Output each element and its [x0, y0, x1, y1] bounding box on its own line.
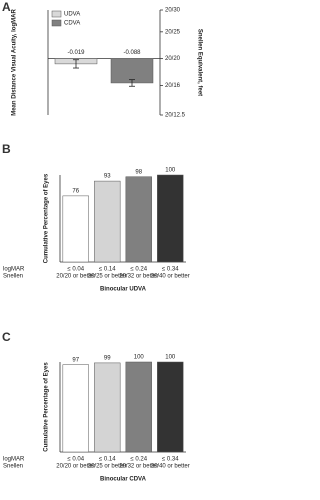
value-label: 99: [104, 355, 111, 361]
x-tick-label: ≤ 0.04: [67, 457, 84, 463]
bar: [94, 362, 121, 453]
row-label: logMAR: [3, 267, 25, 273]
y-axis-title: Cumulative Percentage of Eyes: [44, 173, 50, 263]
value-label: -0.088: [123, 50, 141, 56]
figure: A 20/30 20/25 20/20 20/16 20/12.5 Mean Distanc…: [2, 0, 202, 483]
legend-swatch: [51, 10, 62, 18]
x-tick-sublabel: 20/25 or better: [88, 464, 127, 470]
value-label: 93: [104, 174, 111, 180]
legend-label: CDVA: [64, 21, 80, 27]
row-label: Snellen: [3, 274, 23, 280]
x-tick-label: ≤ 0.24: [130, 267, 147, 273]
y2-tick-label: 20/25: [165, 29, 181, 35]
panel-label: C: [2, 330, 11, 344]
bar: [157, 174, 184, 263]
bar: [62, 195, 89, 263]
y-axis-title: Cumulative Percentage of Eyes: [44, 362, 50, 452]
x-tick-sublabel: 20/40 or better: [151, 274, 190, 280]
value-label: 98: [135, 169, 142, 175]
x-tick-sublabel: 20/20 or better: [56, 274, 95, 280]
bar: [125, 176, 152, 263]
value-label: 97: [72, 357, 79, 363]
y2-tick-label: 20/12.5: [165, 113, 186, 119]
x-tick-label: ≤ 0.34: [162, 267, 179, 273]
bar: [62, 364, 89, 453]
bar: [125, 361, 152, 453]
y2-tick-label: 20/16: [165, 83, 181, 89]
x-axis-title: Binocular CDVA: [100, 477, 147, 483]
value-label: 76: [72, 188, 79, 194]
x-tick-label: ≤ 0.14: [99, 267, 116, 273]
legend-swatch: [51, 19, 62, 27]
x-tick-sublabel: 20/20 or better: [56, 464, 95, 470]
value-label: 100: [134, 355, 145, 361]
bar: [110, 58, 154, 84]
x-tick-sublabel: 20/25 or better: [88, 274, 127, 280]
bar: [157, 361, 184, 453]
value-label: 100: [165, 355, 176, 361]
x-tick-sublabel: 20/32 or better: [119, 464, 158, 470]
panel-label: A: [2, 0, 11, 14]
row-label: logMAR: [3, 457, 25, 463]
row-label: Snellen: [3, 464, 23, 470]
x-tick-sublabel: 20/40 or better: [151, 464, 190, 470]
x-tick-label: ≤ 0.34: [162, 457, 179, 463]
value-label: -0.019: [67, 50, 85, 56]
y2-axis-title: Snellen Equivalent, feet: [196, 29, 202, 96]
x-tick-label: ≤ 0.24: [130, 457, 147, 463]
panel-label: B: [2, 142, 11, 156]
y2-tick-label: 20/20: [165, 56, 181, 62]
value-label: 100: [165, 168, 176, 174]
x-axis-title: Binocular UDVA: [100, 287, 147, 293]
bar: [94, 180, 121, 263]
legend-label: UDVA: [64, 12, 80, 18]
x-tick-label: ≤ 0.14: [99, 457, 116, 463]
x-tick-label: ≤ 0.04: [67, 267, 84, 273]
x-tick-sublabel: 20/32 or better: [119, 274, 158, 280]
y-axis-title: Mean Distance Visual Acuity, logMAR: [12, 9, 18, 116]
y2-tick-label: 20/30: [165, 8, 181, 14]
